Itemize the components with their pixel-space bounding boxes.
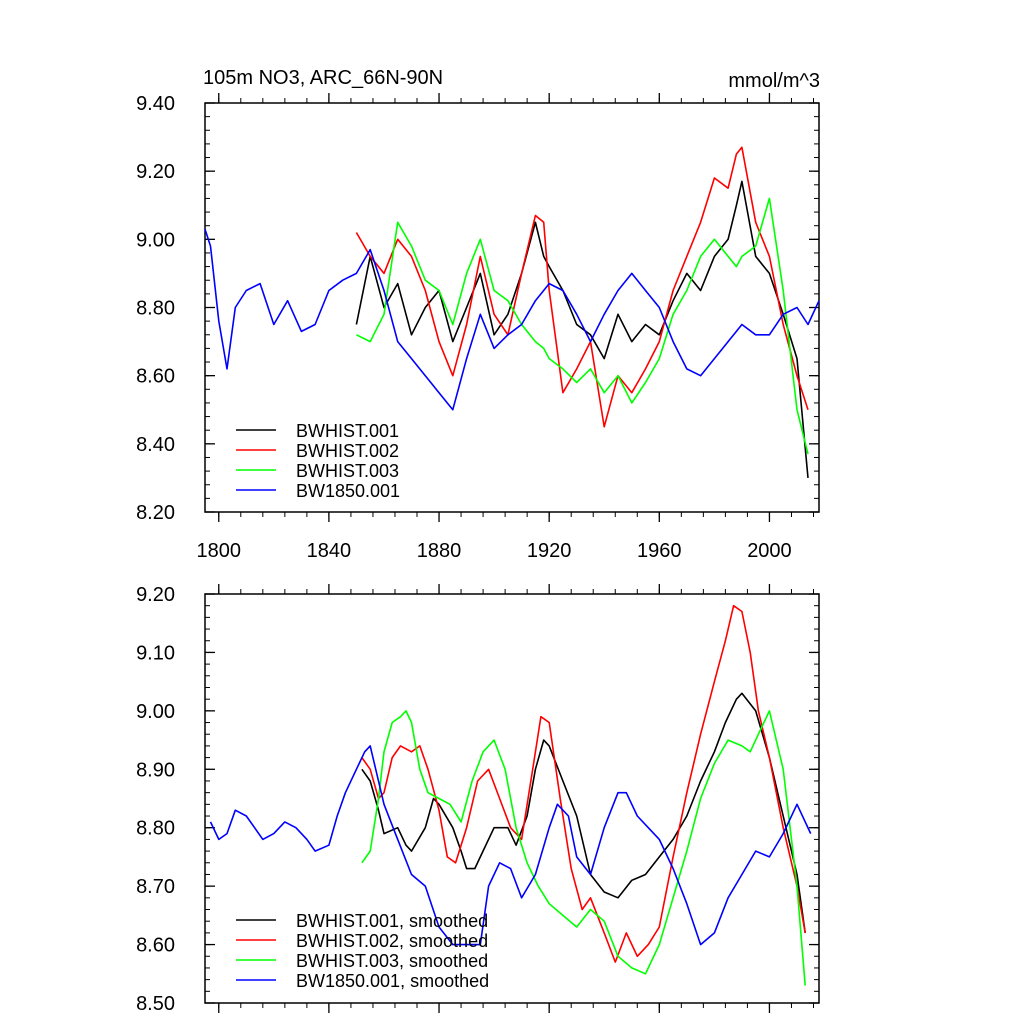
series-line-3 xyxy=(204,228,820,411)
y-tick-label: 9.10 xyxy=(136,642,175,664)
legend-label: BWHIST.003, smoothed xyxy=(296,951,488,971)
y-tick-label: 9.40 xyxy=(136,93,175,115)
y-tick-label: 9.20 xyxy=(136,161,175,183)
series-line-0 xyxy=(361,692,806,934)
y-tick-label: 8.60 xyxy=(136,366,175,388)
legend-label: BWHIST.002, smoothed xyxy=(296,931,488,951)
legend-label: BWHIST.001 xyxy=(296,421,399,441)
legend-label: BW1850.001 xyxy=(296,481,400,501)
top-panel: 105m NO3, ARC_66N-90N mmol/m^3 8.208.408… xyxy=(136,67,820,562)
x-tick-label: 2000 xyxy=(747,540,792,562)
data-lines xyxy=(204,146,820,478)
legend-label: BWHIST.002 xyxy=(296,441,399,461)
x-tick-label: 1880 xyxy=(417,540,462,562)
chart-title: 105m NO3, ARC_66N-90N xyxy=(203,67,443,89)
data-lines xyxy=(209,604,812,986)
series-line-0 xyxy=(355,180,809,478)
y-tick-label: 8.90 xyxy=(136,759,175,781)
y-axis-tick-labels: 8.50 8.60 8.70 8.80 8.90 9.00 9.10 9.20 xyxy=(136,584,175,1015)
series-line-2 xyxy=(356,197,809,455)
y-tick-label: 8.50 xyxy=(136,993,175,1015)
axis-ticks xyxy=(205,93,819,522)
y-tick-label: 8.40 xyxy=(136,434,175,456)
legend-label: BWHIST.001, smoothed xyxy=(296,911,488,931)
x-axis-tick-labels: 1800 1840 1880 1920 1960 2000 xyxy=(197,540,792,562)
series-line-1 xyxy=(361,604,806,963)
bottom-panel: 8.50 8.60 8.70 8.80 8.90 9.00 9.10 9.20 BWHIST.… xyxy=(136,584,820,1015)
units-label: mmol/m^3 xyxy=(728,70,820,92)
axis-ticks xyxy=(205,584,819,1013)
legend-label: BWHIST.003 xyxy=(296,461,399,481)
x-tick-label: 1960 xyxy=(637,540,682,562)
y-tick-label: 9.00 xyxy=(136,229,175,251)
x-tick-label: 1920 xyxy=(527,540,572,562)
x-tick-label: 1800 xyxy=(197,540,242,562)
x-tick-label: 1840 xyxy=(307,540,352,562)
series-line-3 xyxy=(209,745,812,946)
y-tick-label: 8.80 xyxy=(136,818,175,840)
y-tick-label: 8.80 xyxy=(136,298,175,320)
y-axis-tick-labels: 8.20 8.40 8.60 8.80 9.00 9.20 9.40 xyxy=(136,93,175,524)
y-tick-label: 9.20 xyxy=(136,584,175,606)
series-line-2 xyxy=(361,710,806,986)
y-tick-label: 8.70 xyxy=(136,876,175,898)
series-line-1 xyxy=(355,146,809,428)
y-tick-label: 9.00 xyxy=(136,701,175,723)
legend-label: BW1850.001, smoothed xyxy=(296,971,489,991)
y-tick-label: 8.20 xyxy=(136,502,175,524)
y-tick-label: 8.60 xyxy=(136,935,175,957)
plot-frame xyxy=(204,593,820,1004)
